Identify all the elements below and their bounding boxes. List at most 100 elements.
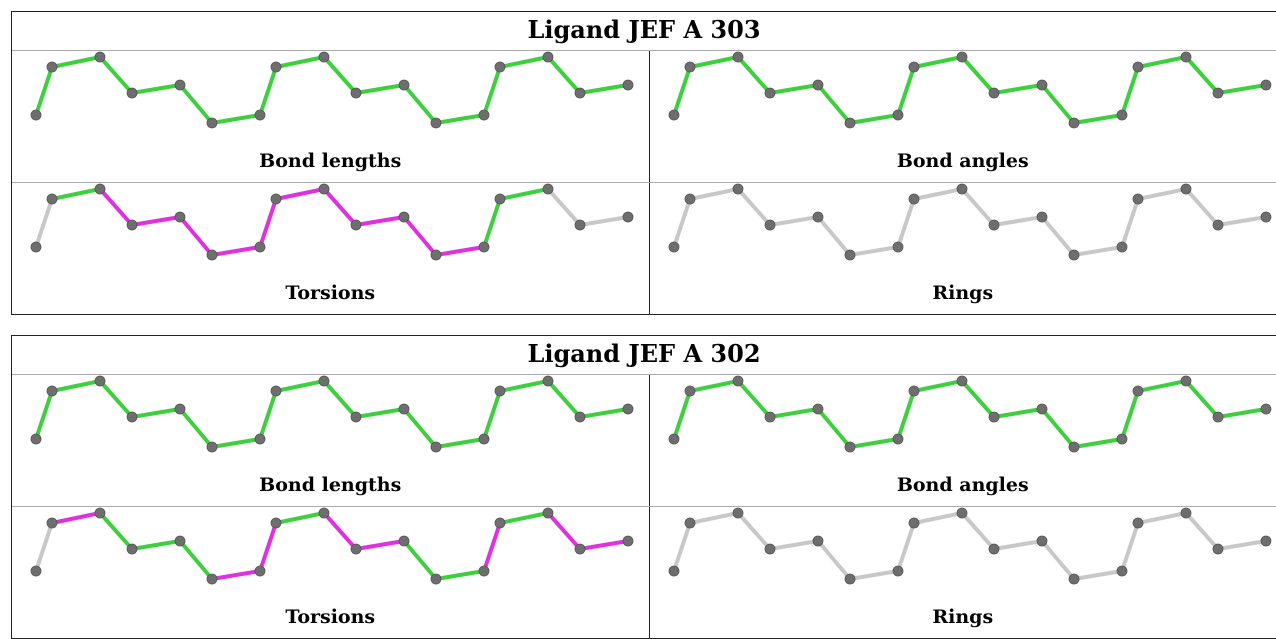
bond-line <box>770 409 818 417</box>
atom-sphere <box>1133 386 1143 396</box>
bond-line <box>132 85 180 93</box>
atom-sphere <box>127 220 137 230</box>
bond-line <box>738 189 770 225</box>
atom-sphere <box>175 80 185 90</box>
bond-line <box>404 541 436 579</box>
atom-sphere <box>399 404 409 414</box>
atom-sphere <box>431 574 441 584</box>
atom-sphere <box>351 412 361 422</box>
bond-line <box>100 513 132 549</box>
bond-line <box>436 247 484 255</box>
atom-sphere <box>1181 508 1191 518</box>
atom-sphere <box>1133 194 1143 204</box>
bond-line <box>1042 541 1074 579</box>
bond-line <box>132 217 180 225</box>
bond-line <box>52 381 100 391</box>
bond-line <box>276 513 324 523</box>
atom-sphere <box>957 184 967 194</box>
bond-line <box>1186 381 1218 417</box>
atom-sphere <box>175 536 185 546</box>
atom-sphere <box>733 376 743 386</box>
bond-line <box>674 391 690 439</box>
atom-sphere <box>495 194 505 204</box>
atom-sphere <box>1133 62 1143 72</box>
atom-sphere <box>271 194 281 204</box>
atom-sphere <box>479 566 489 576</box>
atom-sphere <box>1213 544 1223 554</box>
atom-sphere <box>733 184 743 194</box>
atom-sphere <box>685 386 695 396</box>
atom-sphere <box>909 62 919 72</box>
atom-sphere <box>1133 518 1143 528</box>
bond-line <box>436 115 484 123</box>
atom-sphere <box>31 110 41 120</box>
bond-line <box>850 571 898 579</box>
bond-line <box>100 57 132 93</box>
atom-sphere <box>47 194 57 204</box>
atom-sphere <box>95 52 105 62</box>
atom-sphere <box>127 412 137 422</box>
atom-sphere <box>479 110 489 120</box>
bond-line <box>1218 409 1266 417</box>
bond-line <box>914 189 962 199</box>
atom-sphere <box>255 110 265 120</box>
bond-line <box>36 67 52 115</box>
atom-sphere <box>431 118 441 128</box>
atom-sphere <box>1037 536 1047 546</box>
atom-sphere <box>1117 434 1127 444</box>
panel-caption: Torsions <box>12 282 649 304</box>
bond-line <box>404 409 436 447</box>
atom-sphere <box>1181 52 1191 62</box>
atom-sphere <box>989 88 999 98</box>
atom-sphere <box>255 566 265 576</box>
atom-sphere <box>351 544 361 554</box>
bond-line <box>1074 571 1122 579</box>
atom-sphere <box>31 566 41 576</box>
atom-sphere <box>319 52 329 62</box>
bond-line <box>994 217 1042 225</box>
atom-sphere <box>1261 212 1271 222</box>
bond-line <box>260 199 276 247</box>
bond-line <box>180 217 212 255</box>
bond-line <box>674 67 690 115</box>
bond-line <box>690 57 738 67</box>
bond-line <box>324 513 356 549</box>
atom-sphere <box>1181 376 1191 386</box>
bond-line <box>962 189 994 225</box>
bond-line <box>36 523 52 571</box>
atom-sphere <box>1117 242 1127 252</box>
ligand-title: Ligand JEF A 302 <box>12 336 1276 375</box>
bond-line <box>212 247 260 255</box>
atom-sphere <box>765 412 775 422</box>
atom-sphere <box>989 220 999 230</box>
bond-line <box>914 57 962 67</box>
atom-sphere <box>845 250 855 260</box>
atom-sphere <box>813 536 823 546</box>
bond-line <box>1122 67 1138 115</box>
bond-line <box>1218 541 1266 549</box>
bond-line <box>1138 381 1186 391</box>
panel-row: Torsions Rings <box>12 182 1276 314</box>
atom-sphere <box>1213 412 1223 422</box>
atom-sphere <box>271 62 281 72</box>
atom-sphere <box>575 412 585 422</box>
bond-line <box>324 189 356 225</box>
bond-line <box>260 67 276 115</box>
panel-row: Torsions Rings <box>12 506 1276 638</box>
atom-sphere <box>207 118 217 128</box>
atom-sphere <box>271 518 281 528</box>
bond-line <box>100 189 132 225</box>
panel-caption: Torsions <box>12 606 649 628</box>
bond-line <box>404 217 436 255</box>
bond-line <box>356 85 404 93</box>
bond-line <box>690 381 738 391</box>
atom-sphere <box>813 80 823 90</box>
atom-sphere <box>685 62 695 72</box>
bond-line <box>770 85 818 93</box>
bond-line <box>132 409 180 417</box>
bond-line <box>738 381 770 417</box>
atom-sphere <box>47 518 57 528</box>
panel-grid: Bond lengths Bond angles Torsions Rings <box>12 375 1276 638</box>
atom-sphere <box>543 52 553 62</box>
bond-line <box>994 85 1042 93</box>
